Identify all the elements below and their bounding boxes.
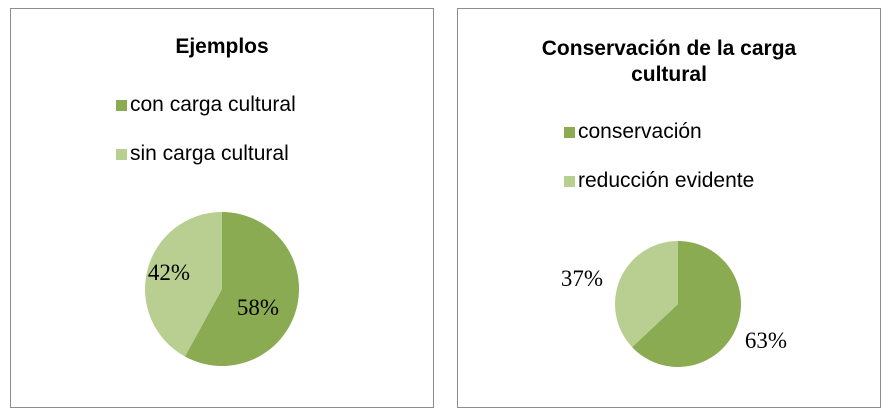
pie-chart: 63% 37%: [561, 241, 787, 367]
legend-swatch: [564, 175, 575, 187]
data-label-0: 63%: [745, 328, 787, 353]
legend-label: conservación: [578, 120, 702, 143]
chart-title: Ejemplos: [175, 35, 269, 58]
data-label-1: 42%: [148, 260, 190, 285]
legend-label: sin carga cultural: [130, 142, 289, 165]
legend-label: con carga cultural: [130, 93, 296, 116]
legend-swatch: [116, 99, 127, 111]
data-label-1: 37%: [561, 266, 603, 291]
legend-label: reducción evidente: [578, 169, 755, 192]
chart-title-line-2: cultural: [631, 63, 707, 86]
legend-item-reduccion-evidente: reducción evidente: [564, 168, 754, 194]
legend-item-conservacion: conservación: [564, 119, 754, 145]
chart-title: Conservación de la carga cultural: [458, 36, 880, 88]
chart-panel-conservacion: Conservación de la carga cultural conser…: [457, 8, 881, 408]
chart-legend: conservación reducción evidente: [564, 119, 754, 217]
chart-legend: con carga cultural sin carga cultural: [116, 92, 296, 190]
pie-slice-1: [145, 212, 222, 357]
data-label-0: 58%: [237, 295, 279, 320]
pie-slice-1: [615, 241, 678, 348]
legend-swatch: [564, 126, 575, 138]
legend-item-con-carga-cultural: con carga cultural: [116, 92, 296, 118]
legend-item-sin-carga-cultural: sin carga cultural: [116, 141, 296, 167]
chart-title-line-1: Conservación de la carga: [541, 37, 797, 60]
legend-swatch: [116, 148, 127, 160]
chart-panel-ejemplos: Ejemplos con carga cultural sin carga cu…: [10, 8, 434, 408]
pie-slice-0: [632, 241, 742, 367]
pie-chart: 58% 42%: [145, 212, 299, 367]
pie-slice-0: [184, 212, 299, 367]
